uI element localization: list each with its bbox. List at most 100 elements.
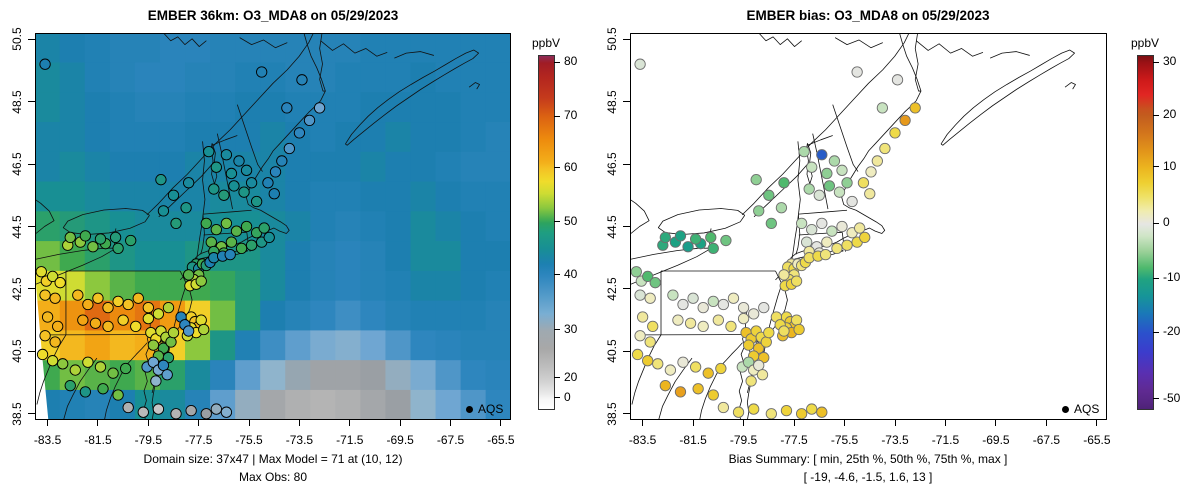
aqs-dot-icon (1062, 405, 1069, 413)
model-panel-title: EMBER 36km: O3_MDA8 on 05/29/2023 (147, 8, 399, 23)
model-colorbar-units-label: ppbV (531, 36, 561, 50)
colorbar-tick-label: 0 (564, 389, 571, 404)
colorbar-tick (554, 377, 560, 379)
x-axis-tick-label: -73.5 (285, 433, 314, 447)
bias-caption-summary-header: Bias Summary: [ min, 25th %, 50th %, 75t… (728, 452, 1008, 466)
colorbar-tick-label: 0 (1163, 215, 1170, 230)
aqs-legend-label: AQS (1074, 402, 1100, 416)
x-axis-tick-label: -79.5 (729, 433, 758, 447)
y-axis-tick (28, 38, 35, 40)
model-aqs-legend: AQS (466, 402, 503, 416)
x-axis-tick (944, 420, 946, 426)
y-axis-tick-label: 38.5 (605, 402, 619, 426)
x-axis-tick-label: -75.5 (830, 433, 859, 447)
y-axis-tick (623, 350, 630, 352)
x-axis-tick (500, 420, 502, 426)
colorbar-tick-label: 20 (1163, 107, 1177, 121)
x-axis-tick (147, 420, 149, 426)
x-axis-tick (298, 420, 300, 426)
colorbar-tick-label: 30 (1163, 54, 1177, 69)
y-axis-tick (28, 226, 35, 227)
y-axis-tick-label: 48.5 (10, 89, 24, 114)
x-axis-tick (349, 420, 351, 426)
x-axis-tick-label: -67.5 (1032, 433, 1061, 447)
y-axis-tick (28, 101, 35, 103)
y-axis-tick-label: 46.5 (10, 152, 24, 176)
y-axis-tick-label: 42.5 (605, 277, 619, 301)
x-axis-tick-label: -69.5 (982, 433, 1010, 447)
x-axis-tick-label: -79.5 (134, 433, 162, 447)
colorbar-tick (554, 61, 560, 63)
colorbar-tick (1153, 277, 1159, 279)
x-axis-tick (995, 420, 997, 426)
y-axis-tick-label: 44.5 (10, 214, 24, 239)
x-axis-tick-label: -83.5 (628, 433, 657, 447)
colorbar-tick-label: 50 (564, 213, 578, 228)
y-axis-tick-label: 40.5 (10, 339, 24, 364)
x-axis-tick-label: -75.5 (235, 433, 263, 447)
y-axis-tick-label: 48.5 (605, 89, 619, 114)
x-axis-tick-label: -83.5 (33, 433, 62, 447)
y-axis-tick (28, 163, 35, 165)
colorbar-tick (554, 221, 560, 223)
y-axis-tick-label: 38.5 (10, 402, 24, 426)
y-axis-tick-label: 46.5 (605, 152, 619, 176)
colorbar-tick-label: -10 (1163, 270, 1181, 285)
colorbar-tick (1153, 61, 1159, 63)
colorbar-tick-label: 70 (564, 108, 578, 123)
x-axis-tick (894, 420, 896, 426)
model-map-canvas (35, 33, 511, 420)
y-axis-tick (623, 38, 630, 40)
x-axis-tick (642, 420, 644, 426)
aqs-legend-label: AQS (478, 402, 504, 416)
colorbar-tick (554, 397, 560, 399)
colorbar-tick (1153, 331, 1159, 333)
colorbar-tick-label: 80 (564, 54, 578, 69)
colorbar-tick-label: 40 (564, 266, 578, 281)
y-axis-tick-label: 50.5 (10, 27, 24, 51)
colorbar-tick-label: 10 (1163, 158, 1177, 173)
colorbar-tick-label: -50 (1163, 390, 1181, 405)
x-axis-tick-label: -77.5 (185, 433, 213, 447)
y-axis-tick (28, 413, 35, 415)
model-caption-maxobs: Max Obs: 80 (238, 470, 308, 484)
colorbar-tick (554, 329, 560, 331)
model-caption-domain: Domain size: 37x47 | Max Model = 71 at (… (143, 452, 403, 466)
y-axis-tick-label: 50.5 (605, 27, 619, 51)
x-axis-tick (1096, 420, 1098, 426)
x-axis-tick-label: -77.5 (780, 433, 808, 447)
x-axis-tick-label: -71.5 (336, 433, 364, 447)
x-axis-tick (844, 420, 846, 426)
x-axis-tick-label: -81.5 (679, 433, 707, 447)
bias-colorbar (1137, 55, 1154, 410)
x-axis-tick (47, 420, 49, 426)
x-axis-tick-label: -65.5 (487, 433, 515, 447)
bias-aqs-legend: AQS (1062, 402, 1099, 416)
x-axis-tick (1045, 420, 1047, 426)
y-axis-tick (623, 413, 630, 415)
colorbar-tick-label: -20 (1163, 324, 1181, 339)
x-axis-tick (450, 420, 452, 426)
y-axis-tick (623, 226, 630, 227)
colorbar-tick-label: 60 (564, 159, 578, 174)
y-axis-tick (623, 163, 630, 165)
x-axis-tick (198, 420, 200, 426)
colorbar-tick-label: 20 (564, 369, 578, 384)
bias-caption-summary-values: [ -19, -4.6, -1.5, 1.6, 13 ] (803, 470, 933, 484)
colorbar-tick (1153, 398, 1159, 400)
x-axis-tick-label: -69.5 (386, 433, 414, 447)
bias-colorbar-units-label: ppbV (1130, 36, 1160, 50)
x-axis-tick (793, 420, 795, 426)
colorbar-tick (554, 274, 560, 276)
x-axis-tick-label: -81.5 (84, 433, 112, 447)
bias-panel-title: EMBER bias: O3_MDA8 on 05/29/2023 (746, 8, 990, 23)
aqs-dot-icon (466, 405, 473, 413)
y-axis-tick-label: 42.5 (10, 277, 24, 301)
x-axis-tick (248, 420, 250, 426)
x-axis-tick (692, 420, 694, 426)
y-axis-tick-label: 40.5 (605, 339, 619, 364)
y-axis-tick (28, 288, 35, 290)
colorbar-tick (554, 167, 560, 169)
y-axis-tick (28, 350, 35, 352)
